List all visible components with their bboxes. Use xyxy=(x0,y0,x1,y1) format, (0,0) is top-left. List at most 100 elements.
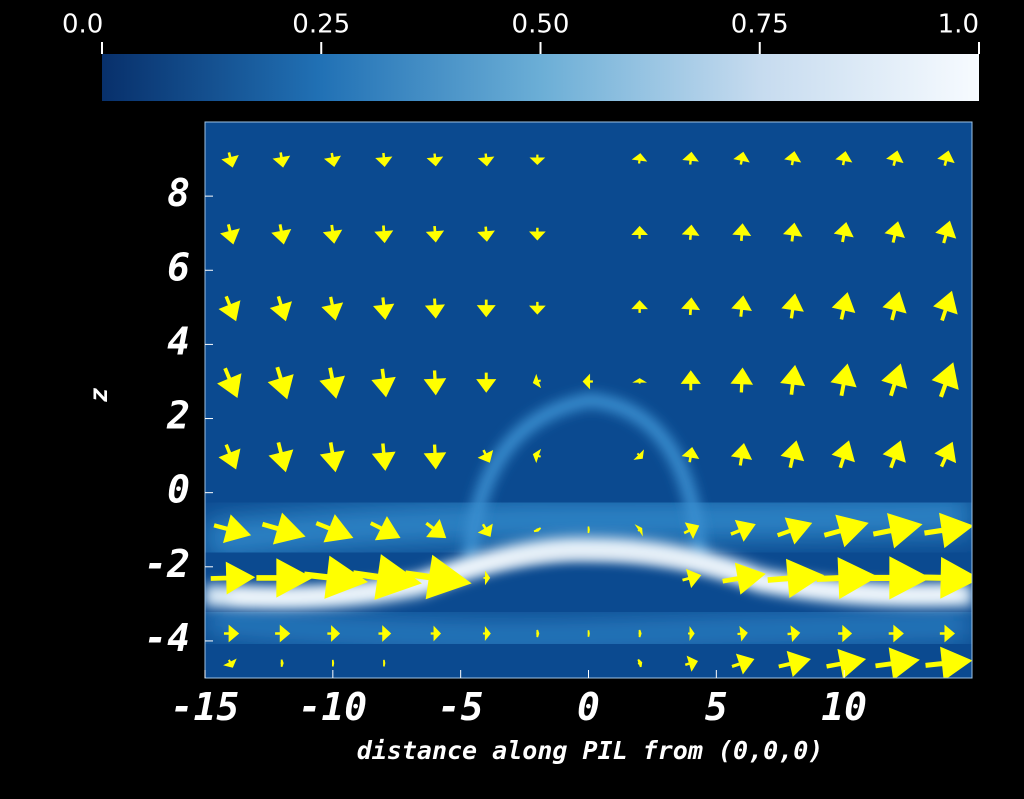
vector-arrow xyxy=(221,152,239,168)
vector-arrow xyxy=(477,523,493,537)
vector-arrow xyxy=(681,297,701,316)
vector-arrow xyxy=(322,224,343,244)
vector-arrow xyxy=(261,512,306,545)
x-tick-label: -5 xyxy=(438,685,484,729)
vector-arrow xyxy=(830,363,857,397)
vector-arrow xyxy=(426,153,444,167)
vector-arrow xyxy=(256,558,313,598)
vector-arrow xyxy=(280,659,284,667)
y-tick-label: 6 xyxy=(167,245,190,289)
vector-arrow xyxy=(218,443,241,470)
colorbar-tick-label: 1.0 xyxy=(938,10,979,40)
vector-arrow xyxy=(835,151,853,166)
colorbar-tick-label: 0.25 xyxy=(292,10,350,40)
colorbar-tick-label: 0.75 xyxy=(731,10,789,40)
y-tick-label: -4 xyxy=(144,616,190,660)
vector-arrow xyxy=(632,378,648,384)
x-tick-label: 5 xyxy=(705,685,728,729)
vector-arrow xyxy=(269,295,292,322)
vector-arrow xyxy=(783,222,803,242)
vector-arrow xyxy=(933,290,958,322)
vector-arrow xyxy=(271,224,292,245)
vector-arrow xyxy=(375,152,393,167)
vector-arrow xyxy=(374,225,394,244)
vector-arrow xyxy=(582,373,593,390)
vector-arrow xyxy=(218,295,241,322)
vector-arrow xyxy=(831,440,855,469)
vector-arrow xyxy=(816,557,879,600)
vector-arrow xyxy=(681,447,700,463)
vector-arrow xyxy=(637,658,643,668)
vector-arrow xyxy=(888,624,904,643)
vector-arrow xyxy=(733,151,750,165)
vector-arrow xyxy=(631,225,648,239)
vector-arrow xyxy=(730,443,753,466)
vector-arrow xyxy=(776,517,813,545)
vector-arrow xyxy=(373,297,395,320)
vector-arrow xyxy=(866,556,931,600)
vector-arrow xyxy=(272,152,291,168)
vector-arrow xyxy=(937,150,955,166)
vector-arrow xyxy=(823,514,869,548)
vector-arrow xyxy=(268,441,294,473)
vector-arrow xyxy=(682,151,699,165)
colorbar xyxy=(102,54,979,101)
vector-arrow xyxy=(587,630,590,637)
vector-arrow xyxy=(371,443,396,471)
vector-arrow xyxy=(476,299,496,318)
vector-arrow xyxy=(315,514,354,543)
vector-arrow xyxy=(680,370,701,391)
vector-arrow xyxy=(319,367,345,399)
y-tick-label: 8 xyxy=(167,171,190,215)
vector-arrow xyxy=(425,519,447,539)
vector-arrow xyxy=(925,646,972,678)
vector-arrow xyxy=(778,650,811,678)
vector-arrow xyxy=(331,659,335,667)
vector-arrow xyxy=(423,370,447,396)
vector-arrow xyxy=(886,150,904,166)
vector-arrow xyxy=(587,526,590,534)
vector-arrow xyxy=(383,659,386,667)
x-tick-label: 0 xyxy=(577,685,600,729)
vector-arrow xyxy=(210,561,256,595)
vector-arrow xyxy=(730,367,754,393)
colorbar-tick-label: 0.0 xyxy=(62,10,103,40)
vector-arrow xyxy=(767,558,825,599)
vector-arrow xyxy=(633,449,644,460)
vector-arrow xyxy=(638,629,642,638)
vector-arrow xyxy=(780,440,805,469)
vector-arrow xyxy=(684,655,699,672)
vector-arrow xyxy=(939,624,956,643)
vector-arrow xyxy=(784,151,802,166)
vector-arrow xyxy=(918,556,972,599)
vector-arrow xyxy=(934,441,957,468)
vector-arrow xyxy=(430,625,442,642)
vector-arrow xyxy=(787,625,801,643)
vector-arrow xyxy=(425,225,445,243)
vector-arrow xyxy=(378,625,392,642)
y-tick-label: 2 xyxy=(166,394,190,438)
vector-arrow xyxy=(882,440,906,469)
vector-arrow xyxy=(533,527,542,533)
vector-arrow xyxy=(483,570,491,586)
vector-arrow xyxy=(683,522,700,539)
vector-arrow xyxy=(831,292,856,320)
vector-arrow xyxy=(321,296,344,321)
vector-arrow xyxy=(220,224,240,245)
vector-arrow xyxy=(213,514,252,544)
vector-arrow xyxy=(352,554,422,600)
vector-arrow xyxy=(781,293,804,319)
y-tick-label: 4 xyxy=(167,319,190,363)
vector-arrow xyxy=(323,152,342,167)
vector-arrow xyxy=(223,624,240,643)
vector-arrow xyxy=(319,442,345,473)
x-axis-label: distance along PIL from (0,0,0) xyxy=(357,736,824,765)
colorbar-tick-label: 0.50 xyxy=(512,10,570,40)
x-tick-label: 10 xyxy=(821,685,867,729)
vector-arrow xyxy=(732,223,752,241)
vector-arrow xyxy=(482,626,491,641)
vector-arrow xyxy=(275,624,291,643)
vector-arrow xyxy=(884,221,905,243)
vector-arrow xyxy=(833,221,854,243)
